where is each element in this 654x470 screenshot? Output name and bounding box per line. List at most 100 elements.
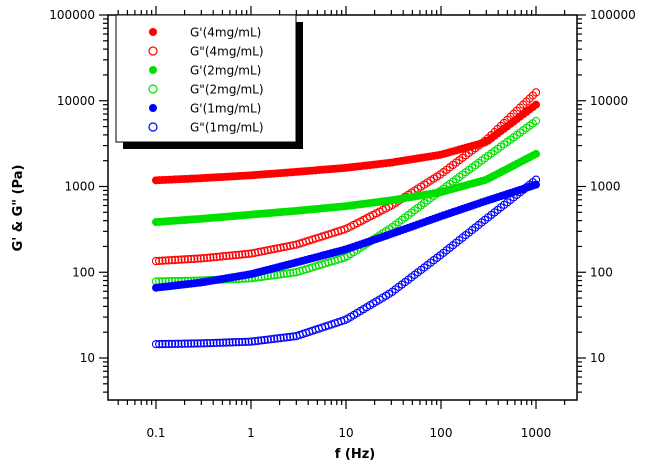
legend-label: G"(2mg/mL) — [190, 83, 264, 97]
y-tick-label-right: 100 — [590, 265, 613, 279]
series-2 — [151, 88, 541, 266]
legend: G'(4mg/mL) G"(4mg/mL) G'(2mg/mL) G"(2mg/mL)… — [115, 14, 303, 149]
data-point — [279, 242, 288, 252]
data-point — [186, 254, 196, 264]
x-tick-label: 10 — [338, 426, 353, 440]
data-point — [234, 250, 244, 259]
data-point — [161, 256, 170, 265]
data-point — [158, 339, 167, 349]
data-point — [247, 337, 256, 346]
data-point — [276, 270, 285, 279]
data-point — [215, 338, 225, 347]
data-point — [180, 339, 189, 348]
x-tick-label: 1000 — [521, 426, 552, 440]
legend-label: G'(4mg/mL) — [190, 26, 261, 40]
data-point — [289, 268, 298, 277]
data-point — [161, 339, 170, 349]
data-point — [206, 338, 215, 348]
y-tick-label-right: 10 — [590, 351, 605, 365]
data-point — [215, 252, 225, 261]
data-point — [206, 253, 215, 262]
data-point — [276, 243, 285, 252]
series-6 — [151, 175, 541, 349]
series-5 — [152, 180, 540, 292]
data-point — [254, 336, 263, 345]
data-point — [183, 255, 193, 264]
legend-marker — [149, 66, 157, 74]
y-tick-label: 10 — [80, 351, 95, 365]
data-point — [282, 242, 292, 251]
data-point — [247, 249, 256, 258]
data-point — [238, 250, 247, 259]
data-point — [285, 332, 295, 342]
data-point — [225, 251, 234, 260]
data-point — [218, 252, 228, 261]
legend-item: G'(4mg/mL) — [149, 26, 261, 40]
y-tick-label: 10000 — [57, 94, 95, 108]
data-point — [241, 249, 250, 259]
legend-marker — [148, 84, 158, 94]
data-point — [273, 244, 282, 253]
tick-labels: 0.1 1 10 100 1000 10 10 100 100 1000 1000 10000 1000… — [49, 8, 636, 440]
data-point — [151, 340, 161, 349]
data-point — [269, 244, 279, 254]
data-point — [218, 338, 228, 347]
data-point — [254, 248, 263, 257]
data-point — [177, 339, 186, 348]
y-tick-label: 100 — [72, 265, 95, 279]
legend-item: G"(1mg/mL) — [148, 121, 264, 135]
data-point — [222, 338, 231, 347]
data-point — [193, 254, 202, 263]
data-point — [209, 338, 218, 348]
data-point — [171, 255, 180, 265]
data-point — [199, 254, 209, 263]
data-point — [231, 338, 240, 347]
data-point — [532, 149, 540, 158]
data-point — [260, 246, 269, 256]
data-point — [257, 336, 266, 345]
y-axis-label: G' & G" (Pa) — [11, 165, 26, 252]
legend-items: G'(4mg/mL) G"(4mg/mL) G'(2mg/mL) G"(2mg/mL)… — [148, 26, 264, 135]
data-point — [276, 333, 285, 343]
data-point — [266, 335, 276, 344]
data-point — [190, 339, 199, 348]
data-point — [244, 337, 253, 346]
x-tick-label: 100 — [430, 426, 453, 440]
data-point — [238, 337, 247, 347]
data-point — [158, 256, 167, 265]
legend-label: G"(4mg/mL) — [190, 45, 264, 59]
legend-marker — [148, 46, 158, 56]
series-1 — [152, 100, 540, 185]
data-point — [174, 255, 183, 264]
data-point — [273, 334, 282, 343]
data-point — [260, 335, 269, 345]
legend-box — [115, 14, 297, 143]
data-point — [263, 246, 272, 255]
data-point — [167, 255, 177, 265]
y-tick-label-right: 100000 — [590, 8, 636, 22]
y-tick-label: 100000 — [49, 8, 95, 22]
legend-marker — [149, 28, 157, 36]
data-point — [196, 339, 205, 348]
data-point — [285, 241, 295, 250]
data-point — [174, 339, 183, 348]
data-point — [155, 339, 164, 349]
legend-item: G'(2mg/mL) — [149, 64, 261, 78]
legend-item: G"(2mg/mL) — [148, 83, 264, 97]
data-point — [212, 252, 221, 262]
data-point — [199, 339, 209, 348]
data-point — [279, 269, 288, 279]
x-tick-label: 0.1 — [146, 426, 165, 440]
data-point — [289, 332, 298, 341]
data-point — [282, 333, 292, 342]
data-point — [531, 88, 541, 97]
data-point — [202, 253, 212, 262]
y-tick-label-right: 1000 — [590, 180, 621, 194]
data-point — [183, 339, 193, 348]
data-point — [164, 256, 173, 265]
data-point — [244, 249, 253, 258]
data-point — [193, 339, 202, 348]
data-point — [269, 334, 279, 343]
